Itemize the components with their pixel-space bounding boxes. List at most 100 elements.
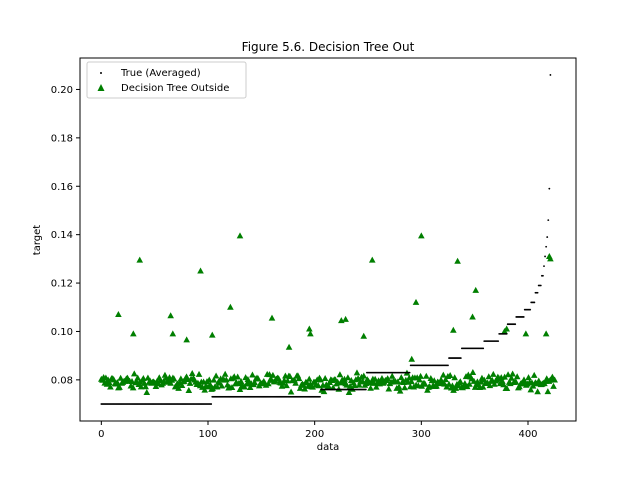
decision-tree-point (522, 330, 530, 337)
decision-tree-point (321, 375, 329, 382)
decision-tree-point (491, 380, 498, 387)
decision-tree-point (422, 372, 430, 379)
x-tick-label: 0 (98, 429, 104, 440)
decision-tree-point (178, 381, 186, 388)
true-averaged-point (497, 340, 500, 343)
decision-tree-point (440, 371, 447, 378)
decision-tree-point (134, 374, 141, 381)
decision-tree-point (416, 376, 423, 383)
decision-tree-point (534, 388, 541, 395)
legend-label-decision-tree: Decision Tree Outside (121, 83, 229, 94)
decision-tree-point (372, 383, 380, 390)
decision-tree-point (254, 375, 262, 382)
decision-tree-point (408, 355, 416, 362)
decision-tree-point (136, 256, 144, 263)
decision-tree-point (143, 388, 151, 395)
decision-tree-point (221, 370, 229, 377)
decision-tree-point (550, 382, 557, 389)
decision-tree-point (367, 384, 374, 391)
decision-tree-point (395, 383, 403, 390)
decision-tree-point (325, 382, 332, 389)
decision-tree-point (451, 374, 458, 381)
decision-tree-point (285, 343, 293, 350)
legend: True (Averaged) Decision Tree Outside (86, 61, 247, 99)
true-averaged-point (548, 187, 551, 190)
decision-tree-point (450, 326, 457, 333)
decision-tree-point (130, 370, 138, 377)
decision-tree-point (309, 383, 316, 390)
true-averaged-point (364, 388, 367, 391)
decision-tree-point (513, 373, 521, 380)
true-averaged-point (529, 308, 532, 311)
decision-tree-point (236, 232, 244, 239)
decision-tree-point (210, 376, 218, 383)
decision-tree-point (466, 380, 473, 387)
decision-tree-point (167, 312, 174, 319)
decision-tree-point (360, 332, 368, 339)
decision-tree-point (207, 381, 214, 388)
decision-tree-point (385, 385, 393, 392)
decision-tree-point (500, 381, 507, 388)
decision-tree-point (201, 386, 209, 393)
decision-tree-point (394, 378, 402, 385)
decision-tree-point (355, 381, 363, 388)
x-tick-label: 100 (198, 429, 217, 440)
decision-tree-point (284, 377, 291, 384)
x-tick-label: 300 (412, 429, 431, 440)
y-axis: 0.08 0.10 0.12 0.14 0.16 0.18 0.20 (51, 85, 80, 386)
decision-tree-point (228, 383, 236, 390)
true-averaged-point (408, 371, 411, 374)
decision-tree-point (212, 372, 220, 379)
true-averaged-point (543, 265, 545, 268)
decision-tree-point (287, 388, 295, 395)
legend-frame (86, 61, 247, 99)
decision-tree-point (547, 255, 554, 262)
decision-tree-point (509, 370, 516, 377)
decision-tree-point (110, 376, 118, 383)
decision-tree-point (115, 311, 122, 318)
decision-tree-point (477, 378, 485, 385)
true-averaged-point (319, 395, 321, 398)
decision-tree-point (479, 383, 487, 390)
x-axis-label: data (317, 442, 340, 453)
decision-tree-point (469, 313, 476, 320)
decision-tree-point (236, 385, 244, 392)
decision-tree-point (306, 325, 313, 332)
decision-tree-point (551, 376, 558, 383)
decision-tree-point (301, 385, 309, 392)
decision-tree-point (129, 384, 137, 391)
y-tick-label: 0.14 (51, 230, 73, 241)
true-averaged-point (544, 255, 546, 258)
true-averaged-point (505, 332, 508, 335)
decision-tree-point (237, 378, 245, 385)
true-averaged-point (542, 274, 544, 277)
decision-tree-point (442, 376, 449, 383)
decision-tree-point (286, 372, 294, 379)
true-averaged-point (447, 364, 449, 367)
decision-tree-point (295, 375, 303, 382)
decision-tree-point (205, 376, 213, 383)
decision-tree-point (530, 371, 538, 378)
y-tick-label: 0.12 (51, 279, 73, 290)
true-averaged-point (514, 323, 517, 326)
true-averaged-point (482, 347, 485, 350)
decision-tree-point (265, 380, 272, 387)
decision-tree-point (307, 330, 314, 337)
decision-tree-point (107, 383, 114, 390)
decision-tree-point (305, 375, 313, 382)
decision-tree-point (197, 267, 204, 274)
x-tick-label: 200 (305, 429, 324, 440)
decision-tree-point (529, 382, 537, 389)
decision-tree-point (412, 298, 420, 305)
decision-tree-point (544, 388, 552, 395)
decision-tree-point (296, 384, 304, 391)
decision-tree-point (169, 330, 177, 337)
decision-tree-point (208, 331, 216, 338)
decision-tree-point (246, 384, 254, 391)
decision-tree-point (485, 373, 493, 380)
decision-tree-point (186, 379, 194, 386)
y-tick-label: 0.18 (51, 133, 73, 144)
decision-tree-point (105, 379, 113, 386)
decision-tree-point (503, 325, 510, 332)
